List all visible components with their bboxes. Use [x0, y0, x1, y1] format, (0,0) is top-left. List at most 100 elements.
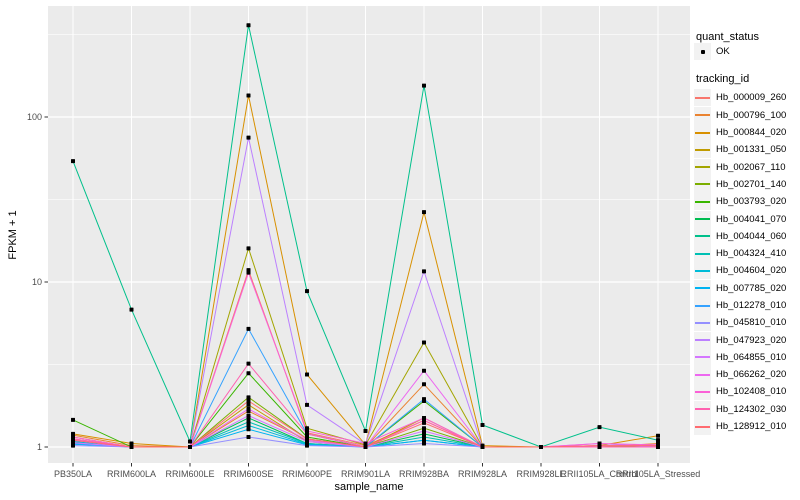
- legend-item-Hb_128912_010: Hb_128912_010: [694, 418, 800, 436]
- y-tick-label: 10: [31, 277, 42, 287]
- data-point: [246, 423, 251, 428]
- legend-label: Hb_064855_010: [716, 351, 787, 363]
- data-point: [539, 445, 543, 449]
- legend-line-swatch: [695, 114, 710, 117]
- legend-key-box: [694, 418, 711, 436]
- data-point: [422, 429, 426, 434]
- data-point: [305, 431, 309, 436]
- plot-panel: [48, 6, 690, 463]
- legend-label: Hb_004604_020: [716, 265, 787, 277]
- legend-line-swatch: [695, 408, 710, 411]
- data-point: [422, 368, 426, 373]
- legend-label: Hb_124302_030: [716, 403, 787, 415]
- legend-key-box: [694, 227, 711, 245]
- data-point: [246, 434, 251, 439]
- data-point: [422, 441, 426, 446]
- legend-item-Hb_000844_020: Hb_000844_020: [694, 124, 800, 142]
- legend-key-box: [694, 400, 711, 418]
- legend-line-swatch: [695, 218, 710, 221]
- legend-key-box: [694, 106, 711, 124]
- legend-line-swatch: [695, 339, 710, 342]
- data-point: [246, 413, 251, 418]
- legend-item-Hb_045810_010: Hb_045810_010: [694, 314, 800, 332]
- legend-key-box: [694, 383, 711, 401]
- data-point: [422, 420, 426, 425]
- legend-label: Hb_000796_100: [716, 109, 787, 121]
- y-tick-label: 1: [36, 442, 42, 452]
- legend-line-swatch: [695, 269, 710, 272]
- x-tick-label-RRII105LA_Stressed: RRII105LA_Stressed: [615, 469, 701, 479]
- legend-key-box: [694, 348, 711, 366]
- data-point: [305, 436, 309, 441]
- legend-item-Hb_066262_020: Hb_066262_020: [694, 366, 800, 384]
- data-point: [422, 340, 426, 345]
- data-point: [246, 23, 251, 28]
- data-point: [422, 269, 426, 274]
- data-point: [656, 433, 660, 438]
- data-point: [71, 431, 75, 436]
- legend-label: Hb_007785_020: [716, 282, 787, 294]
- x-tick-label-RRIM600LA: RRIM600LA: [106, 469, 157, 479]
- legend-item-Hb_004324_410: Hb_004324_410: [694, 245, 800, 263]
- x-tick-label-RRIM600SE: RRIM600SE: [223, 469, 274, 479]
- legend-line-swatch: [695, 373, 710, 376]
- data-point: [246, 399, 251, 404]
- data-point: [656, 443, 660, 448]
- data-point: [363, 429, 368, 434]
- data-point: [246, 326, 251, 331]
- data-point: [480, 445, 485, 449]
- data-point: [305, 372, 309, 377]
- x-tick-label-RRIM928LE: RRIM928LE: [516, 469, 566, 479]
- data-point: [246, 419, 251, 424]
- legend-item-Hb_001331_050: Hb_001331_050: [694, 141, 800, 159]
- data-point: [71, 159, 75, 164]
- legend-line-swatch: [695, 200, 710, 203]
- data-point: [422, 382, 426, 387]
- legend-line-swatch: [695, 96, 710, 99]
- legend-item-Hb_002701_140: Hb_002701_140: [694, 175, 800, 193]
- legend-line-swatch: [695, 287, 710, 290]
- legend-line-swatch: [695, 252, 710, 255]
- legend-label: Hb_004044_060: [716, 230, 787, 242]
- legend-line-swatch: [695, 390, 710, 393]
- legend-label: Hb_000844_020: [716, 127, 787, 139]
- data-point: [129, 445, 134, 449]
- data-point: [129, 441, 134, 446]
- data-point: [246, 246, 251, 251]
- y-tick-label: 100: [26, 112, 42, 122]
- data-point: [129, 307, 134, 312]
- legend-key-box: [694, 331, 711, 349]
- legend-label: Hb_002067_110: [716, 161, 786, 173]
- data-point: [422, 210, 426, 215]
- legend-item-Hb_004041_070: Hb_004041_070: [694, 210, 800, 228]
- y-axis-title: FPKM + 1: [7, 210, 19, 260]
- data-point: [188, 445, 192, 449]
- legend-item-Hb_004044_060: Hb_004044_060: [694, 227, 800, 245]
- data-point: [422, 438, 426, 443]
- legend-item-Hb_003793_020: Hb_003793_020: [694, 193, 800, 211]
- legend-line-swatch: [695, 425, 710, 428]
- data-point: [246, 406, 251, 411]
- legend-label-ok: OK: [716, 46, 730, 58]
- x-tick-label-RRII105LA_Control: RRII105LA_Control: [560, 469, 639, 479]
- data-point: [71, 417, 75, 422]
- data-point: [246, 371, 251, 376]
- legend-label: Hb_047923_020: [716, 334, 787, 346]
- data-point: [597, 425, 602, 430]
- legend-line-swatch: [695, 356, 710, 359]
- legend-label: Hb_066262_020: [716, 369, 787, 381]
- legend-line-swatch: [695, 183, 710, 186]
- legend-item-Hb_002067_110: Hb_002067_110: [694, 158, 800, 176]
- legend-key-box: [694, 175, 711, 193]
- x-tick-label-RRIM928LA: RRIM928LA: [457, 469, 508, 479]
- legend-line-swatch: [695, 304, 710, 307]
- legend-item-Hb_004604_020: Hb_004604_020: [694, 262, 800, 280]
- legend-title-tracking-id: tracking_id: [696, 73, 750, 86]
- data-point: [246, 135, 251, 140]
- legend-key-box: [694, 245, 711, 263]
- legend-key-box: [694, 314, 711, 332]
- data-point: [246, 402, 251, 407]
- legend-label: Hb_045810_010: [716, 317, 787, 329]
